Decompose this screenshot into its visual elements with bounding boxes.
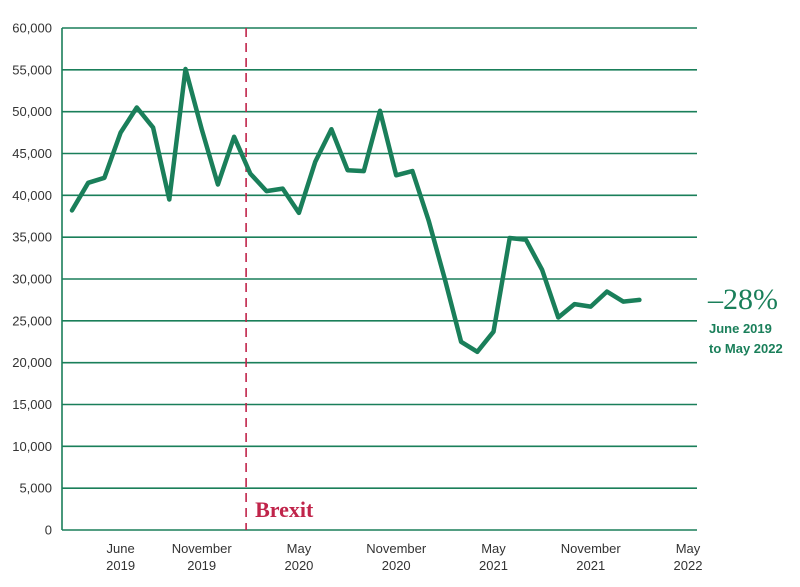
change-value: –28% — [707, 283, 778, 316]
x-tick-label: 2021 — [576, 558, 605, 573]
y-tick-label: 35,000 — [12, 230, 52, 245]
x-tick-label: 2019 — [187, 558, 216, 573]
y-tick-label: 50,000 — [12, 104, 52, 119]
y-tick-label: 40,000 — [12, 188, 52, 203]
data-series — [69, 66, 642, 355]
y-tick-label: 0 — [45, 523, 52, 538]
y-tick-label: 45,000 — [12, 146, 52, 161]
x-tick-label: June — [107, 541, 135, 556]
y-tick-label: 55,000 — [12, 62, 52, 77]
change-annotation: –28% June 2019 to May 2022 — [707, 283, 783, 356]
y-tick-label: 60,000 — [12, 21, 52, 36]
y-tick-label: 25,000 — [12, 313, 52, 328]
x-tick-label: May — [676, 541, 701, 556]
y-axis: 0 5,000 10,000 15,000 20,000 25,000 30,000 35,0… — [12, 21, 63, 538]
x-tick-label: 2019 — [106, 558, 135, 573]
x-tick-label: 2022 — [674, 558, 703, 573]
x-tick-label: May — [287, 541, 312, 556]
brexit-marker: Brexit — [245, 28, 314, 530]
y-tick-label: 5,000 — [19, 481, 52, 496]
x-tick-label: May — [481, 541, 506, 556]
x-axis: June 2019 November 2019 May 2020 November 2020 M… — [62, 529, 703, 573]
brexit-label: Brexit — [255, 497, 314, 522]
gridlines — [62, 27, 697, 489]
change-label-line2: to May 2022 — [709, 341, 783, 356]
x-tick-label: November — [561, 541, 622, 556]
x-tick-label: 2020 — [284, 558, 313, 573]
y-tick-label: 15,000 — [12, 397, 52, 412]
change-label-line1: June 2019 — [709, 321, 772, 336]
x-tick-label: November — [172, 541, 233, 556]
x-tick-label: 2021 — [479, 558, 508, 573]
x-tick-label: November — [366, 541, 427, 556]
series-line — [69, 66, 642, 355]
y-tick-label: 20,000 — [12, 355, 52, 370]
x-tick-label: 2020 — [382, 558, 411, 573]
y-tick-label: 10,000 — [12, 439, 52, 454]
y-tick-label: 30,000 — [12, 272, 52, 287]
